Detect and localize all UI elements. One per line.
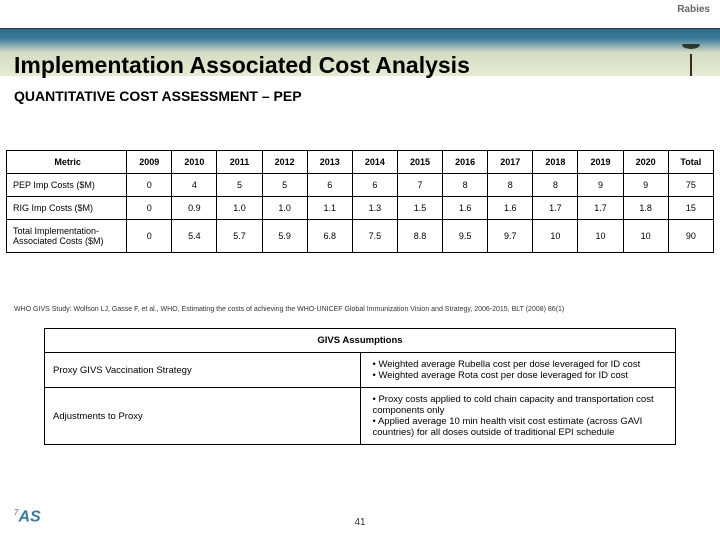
value-cell: 1.6 — [443, 197, 488, 220]
value-cell: 10 — [623, 220, 668, 253]
table-row: PEP Imp Costs ($M)04556678889975 — [7, 174, 714, 197]
value-cell: 15 — [668, 197, 713, 220]
value-cell: 4 — [172, 174, 217, 197]
cost-table-header: 2015 — [397, 151, 442, 174]
assumption-bullet: Weighted average Rubella cost per dose l… — [373, 359, 668, 370]
brand-tag: Rabies — [677, 4, 710, 15]
cost-table-header: Metric — [7, 151, 127, 174]
value-cell: 0 — [127, 174, 172, 197]
value-cell: 9.5 — [443, 220, 488, 253]
value-cell: 7 — [397, 174, 442, 197]
assumption-desc: Weighted average Rubella cost per dose l… — [360, 353, 676, 388]
cost-table-header: 2010 — [172, 151, 217, 174]
value-cell: 8 — [533, 174, 578, 197]
value-cell: 1.8 — [623, 197, 668, 220]
assumptions-header: GIVS Assumptions — [45, 329, 676, 353]
table-row: Adjustments to Proxy Proxy costs applied … — [45, 388, 676, 445]
value-cell: 1.5 — [397, 197, 442, 220]
value-cell: 6 — [352, 174, 397, 197]
value-cell: 0 — [127, 197, 172, 220]
cost-table: Metric2009201020112012201320142015201620… — [6, 150, 714, 253]
metric-cell: PEP Imp Costs ($M) — [7, 174, 127, 197]
value-cell: 1.0 — [262, 197, 307, 220]
page-title: Implementation Associated Cost Analysis — [14, 52, 470, 79]
cost-table-header: 2014 — [352, 151, 397, 174]
assumption-bullet: Proxy costs applied to cold chain capaci… — [373, 394, 668, 416]
value-cell: 0 — [127, 220, 172, 253]
logo: 7AS — [14, 508, 41, 526]
value-cell: 1.6 — [488, 197, 533, 220]
value-cell: 9 — [623, 174, 668, 197]
value-cell: 10 — [578, 220, 623, 253]
cost-table-header: 2019 — [578, 151, 623, 174]
value-cell: 10 — [533, 220, 578, 253]
cost-table-header: 2020 — [623, 151, 668, 174]
value-cell: 5.7 — [217, 220, 262, 253]
assumption-label: Proxy GIVS Vaccination Strategy — [45, 353, 361, 388]
assumptions-table-wrapper: GIVS Assumptions Proxy GIVS Vaccination … — [44, 328, 676, 445]
value-cell: 6.8 — [307, 220, 352, 253]
cost-table-header: 2016 — [443, 151, 488, 174]
cost-table-header: 2011 — [217, 151, 262, 174]
value-cell: 5 — [262, 174, 307, 197]
cost-table-header: 2018 — [533, 151, 578, 174]
table-row: Proxy GIVS Vaccination Strategy Weighted … — [45, 353, 676, 388]
value-cell: 7.5 — [352, 220, 397, 253]
value-cell: 1.3 — [352, 197, 397, 220]
page-number: 41 — [354, 517, 365, 528]
metric-cell: RIG Imp Costs ($M) — [7, 197, 127, 220]
assumptions-table: GIVS Assumptions Proxy GIVS Vaccination … — [44, 328, 676, 445]
assumption-label: Adjustments to Proxy — [45, 388, 361, 445]
value-cell: 9 — [578, 174, 623, 197]
value-cell: 9.7 — [488, 220, 533, 253]
metric-cell: Total Implementation-Associated Costs ($… — [7, 220, 127, 253]
cost-table-header: 2009 — [127, 151, 172, 174]
value-cell: 1.0 — [217, 197, 262, 220]
value-cell: 75 — [668, 174, 713, 197]
table-row: Total Implementation-Associated Costs ($… — [7, 220, 714, 253]
value-cell: 6 — [307, 174, 352, 197]
cost-table-header: Total — [668, 151, 713, 174]
page-subtitle: QUANTITATIVE COST ASSESSMENT – PEP — [14, 88, 302, 104]
cost-table-wrapper: Metric2009201020112012201320142015201620… — [6, 150, 714, 253]
value-cell: 0.9 — [172, 197, 217, 220]
assumption-bullet: Applied average 10 min health visit cost… — [373, 416, 668, 438]
value-cell: 1.7 — [533, 197, 578, 220]
value-cell: 8.8 — [397, 220, 442, 253]
table-row: RIG Imp Costs ($M)00.91.01.01.11.31.51.6… — [7, 197, 714, 220]
value-cell: 5.4 — [172, 220, 217, 253]
assumption-bullet: Weighted average Rota cost per dose leve… — [373, 370, 668, 381]
citation-text: WHO GIVS Study: Wolfson LJ, Gasse F, et … — [14, 306, 706, 313]
value-cell: 5 — [217, 174, 262, 197]
cost-table-header: 2013 — [307, 151, 352, 174]
assumption-desc: Proxy costs applied to cold chain capaci… — [360, 388, 676, 445]
cost-table-header: 2017 — [488, 151, 533, 174]
cost-table-header: 2012 — [262, 151, 307, 174]
value-cell: 8 — [488, 174, 533, 197]
value-cell: 1.7 — [578, 197, 623, 220]
value-cell: 5.9 — [262, 220, 307, 253]
value-cell: 8 — [443, 174, 488, 197]
value-cell: 90 — [668, 220, 713, 253]
value-cell: 1.1 — [307, 197, 352, 220]
